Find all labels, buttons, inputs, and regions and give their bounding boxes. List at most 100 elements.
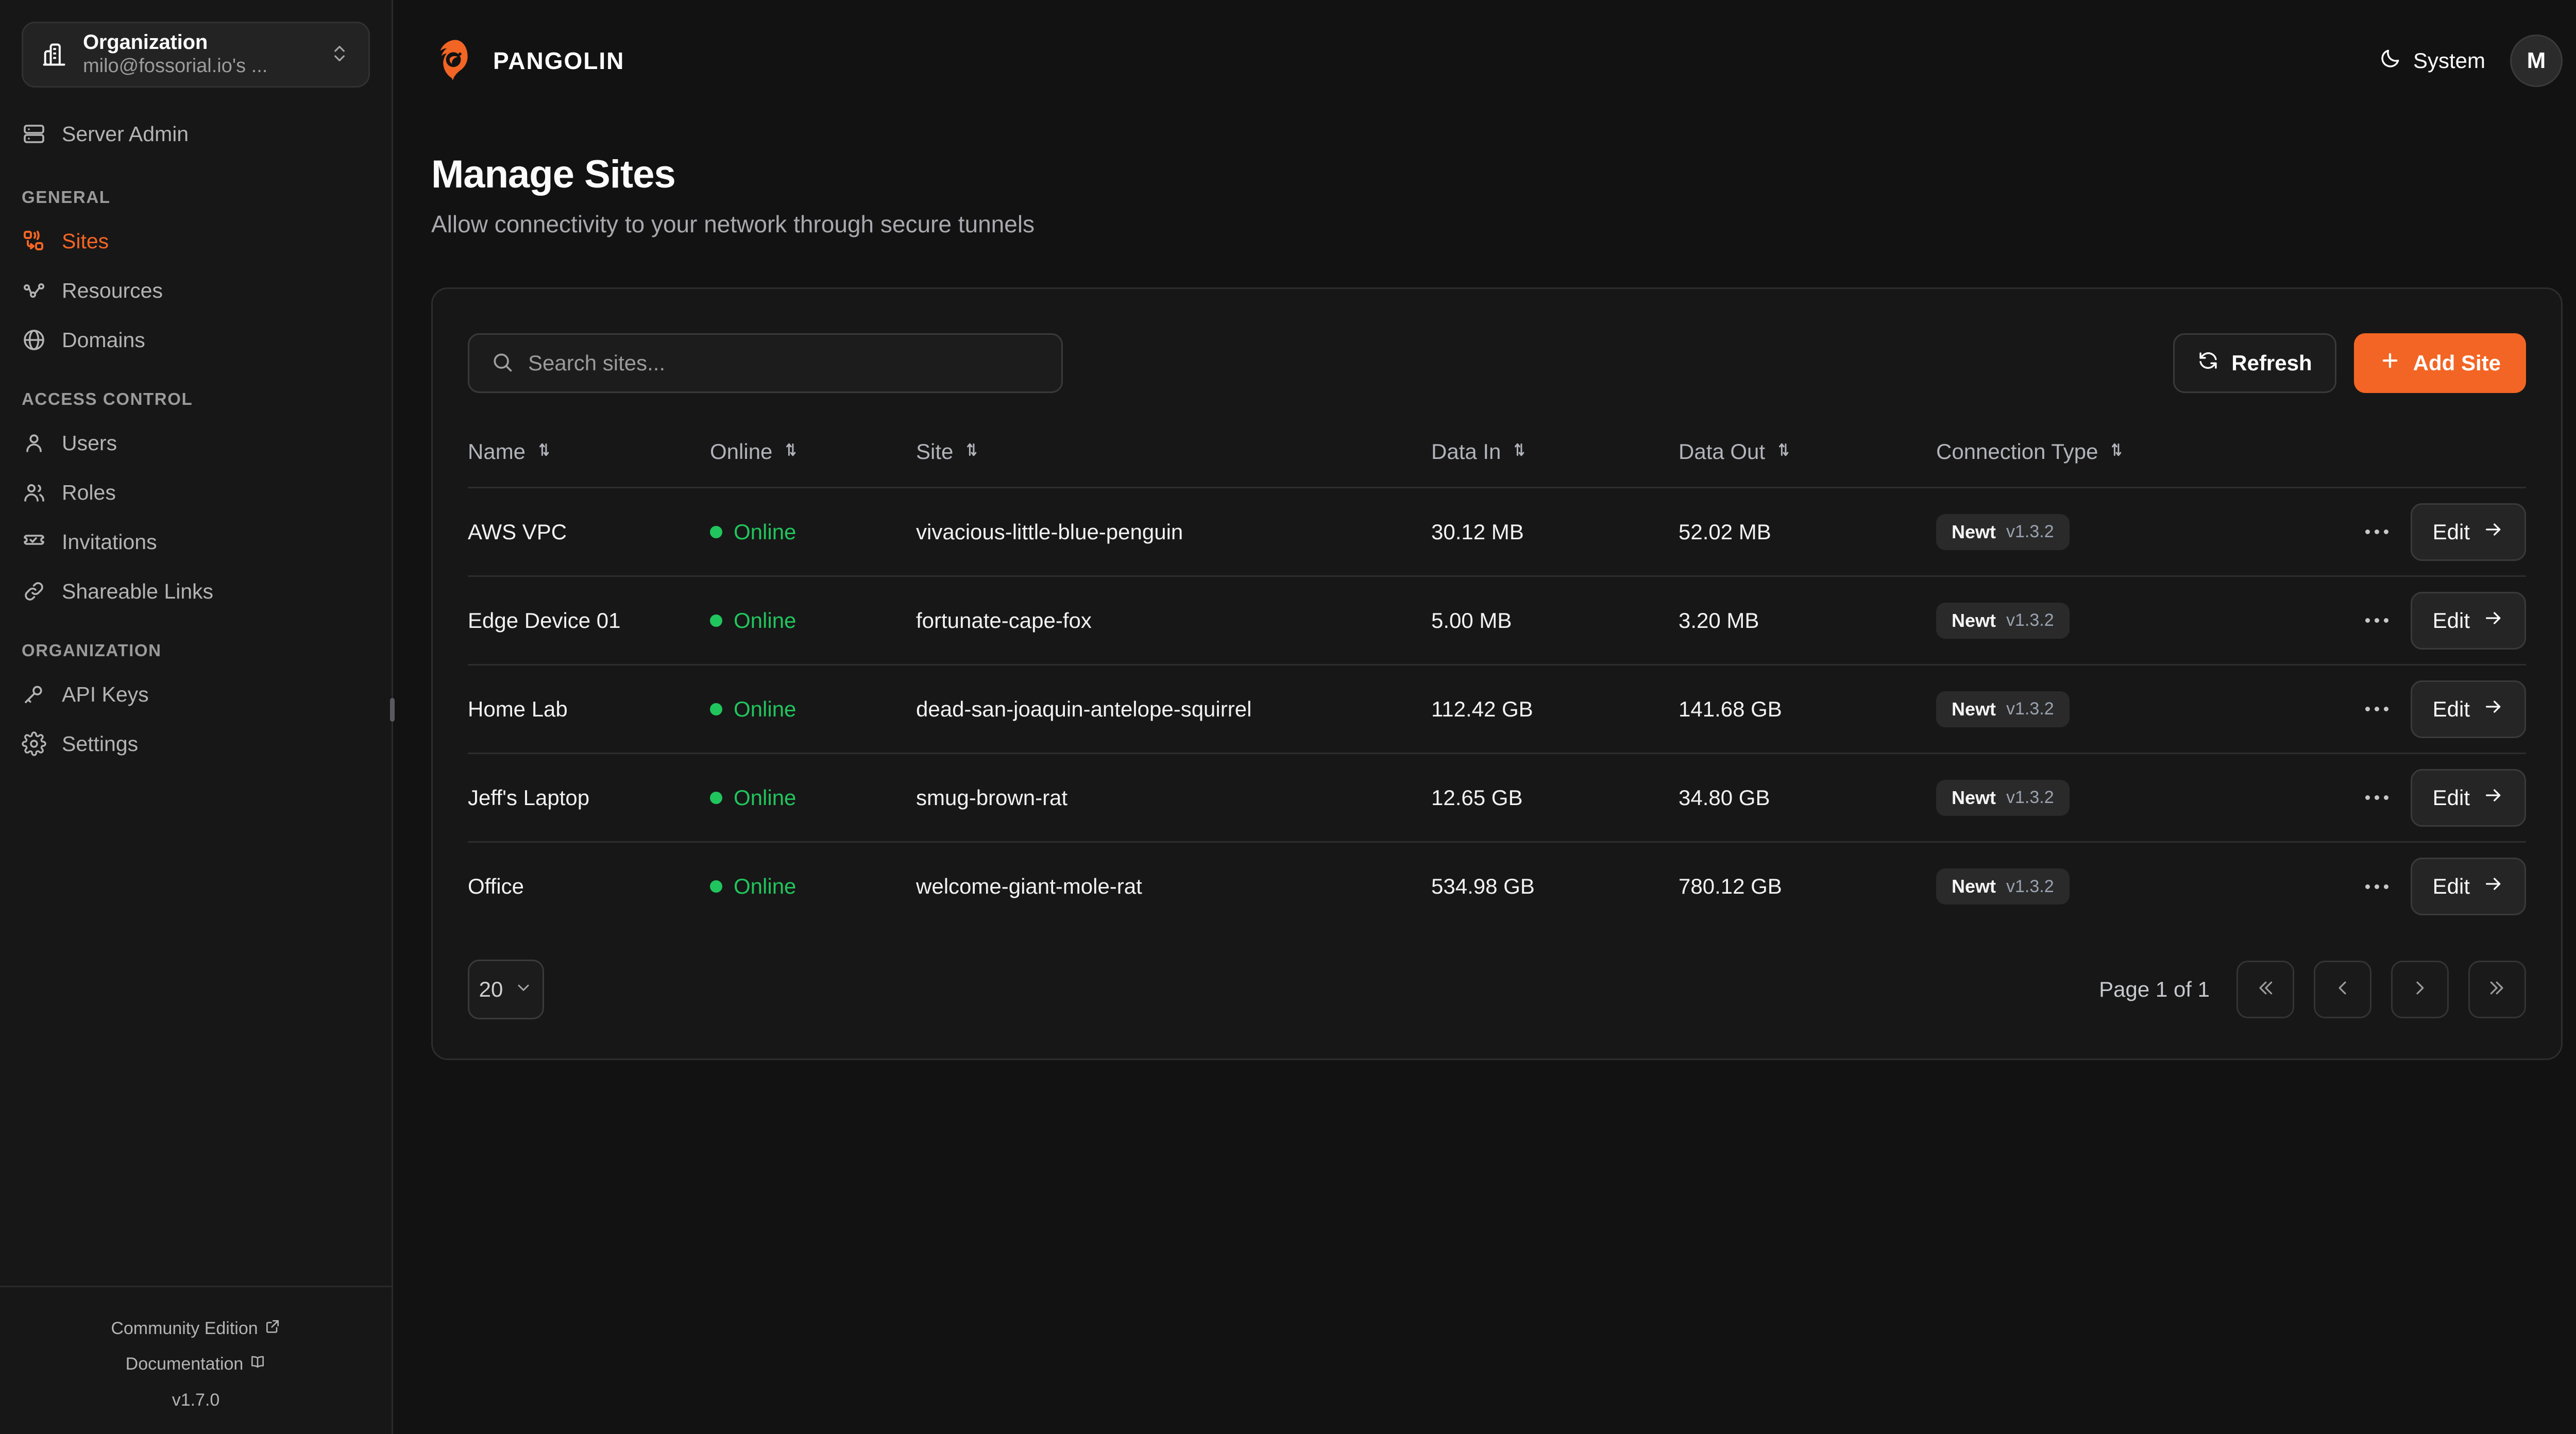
topbar: PANGOLIN System M xyxy=(393,0,2576,121)
row-menu-icon[interactable] xyxy=(2358,690,2396,728)
cell-actions: Edit xyxy=(2353,842,2526,931)
column-header-data-out[interactable]: Data Out xyxy=(1679,439,1936,488)
org-title: Organization xyxy=(83,31,208,54)
sidebar-item-users[interactable]: Users xyxy=(0,418,392,468)
sidebar-item-server-admin[interactable]: Server Admin xyxy=(0,109,392,159)
connection-name: Newt xyxy=(1952,521,1996,542)
status-badge: Online xyxy=(734,785,796,810)
next-page-button[interactable] xyxy=(2391,960,2449,1018)
cell-site: fortunate-cape-fox xyxy=(916,608,1092,633)
status-dot xyxy=(710,614,722,627)
edit-label: Edit xyxy=(2432,696,2470,721)
connection-version: v1.3.2 xyxy=(2006,788,2054,807)
prev-page-button[interactable] xyxy=(2314,960,2371,1018)
sidebar-footer: Community Edition Documentation v xyxy=(0,1286,392,1434)
card-toolbar: Refresh Add Site xyxy=(468,289,2526,393)
org-switcher[interactable]: Organization milo@fossorial.io's ... xyxy=(22,22,370,88)
column-header-site[interactable]: Site xyxy=(916,439,1431,488)
add-site-button[interactable]: Add Site xyxy=(2353,333,2526,393)
sidebar-item-api-keys[interactable]: API Keys xyxy=(0,670,392,719)
cell-connection-type: Newt v1.3.2 xyxy=(1936,488,2353,576)
sidebar-item-settings[interactable]: Settings xyxy=(0,719,392,769)
documentation-link[interactable]: Documentation xyxy=(0,1346,392,1382)
sidebar-item-sites[interactable]: Sites xyxy=(0,216,392,266)
row-menu-icon[interactable] xyxy=(2358,602,2396,640)
edit-button[interactable]: Edit xyxy=(2410,591,2526,650)
cell-connection-type: Newt v1.3.2 xyxy=(1936,842,2353,931)
cell-connection-type: Newt v1.3.2 xyxy=(1936,754,2353,842)
building-icon xyxy=(41,41,67,68)
table-body: AWS VPC Online vivacious-little-blue-pen… xyxy=(468,487,2526,931)
edit-button[interactable]: Edit xyxy=(2410,680,2526,738)
connection-version: v1.3.2 xyxy=(2006,876,2054,896)
sidebar-item-roles[interactable]: Roles xyxy=(0,468,392,517)
cell-actions: Edit xyxy=(2353,665,2526,754)
table-row[interactable]: Home Lab Online dead-san-joaquin-antelop… xyxy=(468,664,2526,754)
plus-icon xyxy=(2379,350,2401,377)
edit-button[interactable]: Edit xyxy=(2410,858,2526,916)
connection-badge: Newt v1.3.2 xyxy=(1936,779,2070,816)
cell-online: Online xyxy=(710,488,916,576)
column-label: Site xyxy=(916,439,954,464)
sidebar-group-organization: ORGANIZATION xyxy=(22,641,162,660)
cell-data-out: 34.80 GB xyxy=(1679,785,1770,810)
chevron-down-icon xyxy=(514,977,533,1002)
sort-updown-icon xyxy=(535,439,553,464)
table-row[interactable]: Office Online welcome-giant-mole-rat 534… xyxy=(468,842,2526,931)
community-edition-link[interactable]: Community Edition xyxy=(0,1311,392,1346)
table-row[interactable]: AWS VPC Online vivacious-little-blue-pen… xyxy=(468,487,2526,576)
cell-name: Edge Device 01 xyxy=(468,608,621,633)
sites-table: Name xyxy=(468,439,2526,931)
sidebar-item-label: Users xyxy=(62,431,117,455)
search-input[interactable] xyxy=(528,351,1040,375)
avatar[interactable]: M xyxy=(2510,34,2563,87)
connection-name: Newt xyxy=(1952,698,1996,720)
arrow-right-icon xyxy=(2483,519,2504,545)
column-header-data-in[interactable]: Data In xyxy=(1431,439,1679,488)
status-badge: Online xyxy=(734,608,796,633)
arrow-right-icon xyxy=(2483,696,2504,722)
moon-icon xyxy=(2379,47,2402,75)
chevron-left-icon xyxy=(2332,978,2353,1001)
status-dot xyxy=(710,880,722,893)
sidebar-nav: Server Admin GENERAL Sites xyxy=(0,109,392,769)
cell-name: Office xyxy=(468,874,524,899)
sidebar-item-shareable-links[interactable]: Shareable Links xyxy=(0,567,392,616)
sidebar-resize-handle[interactable] xyxy=(390,698,395,722)
chevrons-right-icon xyxy=(2487,978,2507,1001)
search-icon xyxy=(491,351,514,376)
column-header-connection-type[interactable]: Connection Type xyxy=(1936,439,2353,488)
theme-toggle[interactable]: System xyxy=(2379,47,2485,75)
column-header-online[interactable]: Online xyxy=(710,439,916,488)
page-size-select[interactable]: 20 xyxy=(468,959,544,1019)
refresh-button[interactable]: Refresh xyxy=(2173,333,2336,393)
brand[interactable]: PANGOLIN xyxy=(430,36,624,86)
edit-button[interactable]: Edit xyxy=(2410,769,2526,827)
first-page-button[interactable] xyxy=(2236,960,2294,1018)
sidebar-item-resources[interactable]: Resources xyxy=(0,266,392,315)
row-menu-icon[interactable] xyxy=(2358,513,2396,551)
cell-site: welcome-giant-mole-rat xyxy=(916,874,1142,899)
cell-online: Online xyxy=(710,842,916,931)
page-label: Page 1 of 1 xyxy=(2099,977,2210,1001)
edit-button[interactable]: Edit xyxy=(2410,503,2526,561)
refresh-icon xyxy=(2197,350,2219,377)
sort-updown-icon xyxy=(962,439,981,464)
avatar-initial: M xyxy=(2527,47,2546,73)
sidebar-item-invitations[interactable]: Invitations xyxy=(0,517,392,567)
sidebar-group-general: GENERAL xyxy=(22,187,111,207)
row-menu-icon[interactable] xyxy=(2358,779,2396,817)
table-row[interactable]: Jeff's Laptop Online smug-brown-rat 12.6… xyxy=(468,753,2526,842)
sort-updown-icon xyxy=(1774,439,1793,464)
search-box[interactable] xyxy=(468,333,1063,393)
table-head: Name xyxy=(468,439,2526,488)
cell-data-out: 3.20 MB xyxy=(1679,608,1759,633)
column-header-name[interactable]: Name xyxy=(468,439,710,488)
page-content: Manage Sites Allow connectivity to your … xyxy=(393,121,2576,1060)
row-menu-icon[interactable] xyxy=(2358,867,2396,906)
edit-label: Edit xyxy=(2432,874,2470,899)
sidebar-item-label: Domains xyxy=(62,328,145,352)
table-row[interactable]: Edge Device 01 Online fortunate-cape-fox… xyxy=(468,576,2526,665)
sidebar-item-domains[interactable]: Domains xyxy=(0,315,392,365)
last-page-button[interactable] xyxy=(2468,960,2526,1018)
